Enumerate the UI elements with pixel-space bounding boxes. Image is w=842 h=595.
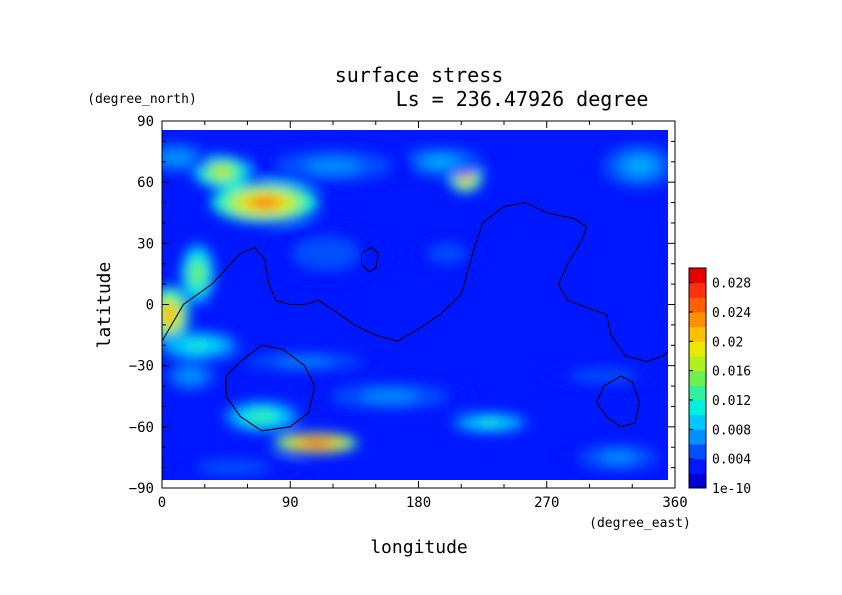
heatmap-hotspot — [162, 141, 212, 175]
colorbar-tick-label: 0.02 — [712, 335, 743, 350]
colorbar-cell — [689, 473, 706, 489]
colorbar: 0.028 0.024 0.02 0.016 0.012 0.008 0.004 1e-10 — [688, 267, 751, 497]
x-units-label: (degree_east) — [589, 516, 691, 531]
colorbar-cell — [689, 356, 706, 372]
y-tick-label: −30 — [129, 359, 154, 375]
hotspot-level — [375, 393, 405, 399]
hotspot-level — [318, 162, 348, 170]
y-tick-label: 60 — [137, 175, 154, 191]
y-tick-label: −60 — [129, 420, 154, 436]
heatmap-field — [162, 130, 668, 480]
colorbar-cell — [689, 282, 706, 298]
hotspot-level — [593, 373, 615, 378]
hotspot-level — [185, 373, 196, 379]
colorbar-ticks: 0.028 0.024 0.02 0.016 0.012 0.008 0.004 1e-10 — [689, 277, 751, 497]
hotspot-level — [217, 169, 227, 175]
colorbar-cell — [689, 341, 706, 357]
contour-line — [361, 246, 380, 273]
y-tick-label: 0 — [146, 298, 154, 314]
hotspot-level — [221, 465, 246, 470]
heatmap-hotspot — [261, 222, 390, 285]
hotspot-level — [431, 159, 449, 165]
y-tick-label: 90 — [137, 114, 154, 130]
colorbar-tick-label: 0.012 — [712, 394, 751, 409]
contour-line — [225, 344, 316, 432]
contour-line — [162, 202, 668, 363]
hotspot-level — [170, 154, 183, 161]
x-tick-label: 360 — [662, 495, 687, 511]
hotspot-level — [165, 309, 173, 320]
heatmap-hotspot — [561, 441, 668, 474]
colorbar-cell — [689, 429, 706, 445]
colorbar-tick-label: 0.008 — [712, 423, 751, 438]
heatmap-hotspot — [596, 141, 668, 191]
heatmap-hotspot — [449, 412, 530, 433]
heatmap-hotspots — [162, 141, 668, 480]
colorbar-tick-label: 0.016 — [712, 365, 751, 380]
hotspot-level — [608, 454, 628, 461]
chart-title: surface stress — [335, 63, 504, 87]
x-tick-label: 270 — [534, 495, 559, 511]
colorbar-tick-label: 0.004 — [712, 453, 751, 468]
heatmap-hotspot — [162, 359, 219, 393]
y-tick-label: 30 — [137, 236, 154, 252]
colorbar-cell — [689, 385, 706, 401]
x-tick-label: 0 — [158, 495, 166, 511]
colorbar-cell — [689, 326, 706, 342]
heatmap-hotspot — [162, 286, 190, 344]
colorbar-cell — [689, 297, 706, 313]
hotspot-level — [632, 161, 647, 170]
hotspot-level — [255, 413, 269, 420]
y-tick-label: −90 — [129, 481, 154, 497]
hotspot-level — [315, 248, 337, 259]
heatmap-hotspot — [273, 432, 359, 454]
colorbar-cell — [689, 414, 706, 430]
colorbar-cell — [689, 458, 706, 474]
heatmap-hotspot — [162, 455, 305, 480]
hotspot-level — [194, 268, 201, 280]
colorbar-cell — [689, 400, 706, 416]
y-axis-label: latitude — [94, 262, 115, 349]
heatmap-hotspot — [162, 331, 241, 360]
hotspot-level — [483, 421, 497, 425]
hotspot-level — [190, 342, 205, 348]
hotspot-level — [255, 199, 274, 206]
heatmap-hotspot — [247, 145, 419, 187]
hotspot-level — [308, 441, 324, 445]
colorbar-cell — [689, 370, 706, 386]
x-axis-label: longitude — [370, 537, 468, 558]
x-tick-label: 90 — [282, 495, 299, 511]
contour-line — [596, 375, 640, 428]
colorbar-tick-label: 0.028 — [712, 277, 751, 292]
heatmap-hotspot — [210, 182, 319, 223]
colorbar-frame — [688, 267, 707, 489]
heatmap-hotspot — [390, 145, 490, 179]
x-axis-ticks: 0 90 180 270 360 — [158, 121, 688, 511]
colorbar-tick-label: 0.024 — [712, 306, 751, 321]
heatmap-hotspot — [304, 379, 476, 413]
colorbar-cell — [689, 444, 706, 460]
colorbar-cell — [689, 268, 706, 284]
heatmap-hotspot — [180, 243, 215, 305]
hotspot-level — [290, 359, 319, 364]
x-tick-label: 180 — [406, 495, 431, 511]
topography-contours — [162, 202, 668, 432]
colorbar-cells — [689, 268, 706, 489]
colorbar-cell — [689, 312, 706, 328]
y-units-label: (degree_north) — [87, 92, 197, 107]
chart-subtitle: Ls = 236.47926 degree — [396, 87, 649, 111]
heatmap-hotspot — [219, 351, 390, 372]
hotspot-level — [441, 250, 453, 257]
heatmap-hotspot — [539, 363, 668, 389]
y-axis-ticks: 90 60 30 0 −30 −60 −90 — [129, 114, 675, 497]
hotspot-level — [462, 175, 469, 181]
heatmap-hotspot — [221, 400, 302, 433]
colorbar-tick-label: 1e-10 — [712, 482, 751, 497]
heatmap-hotspot — [411, 237, 483, 270]
